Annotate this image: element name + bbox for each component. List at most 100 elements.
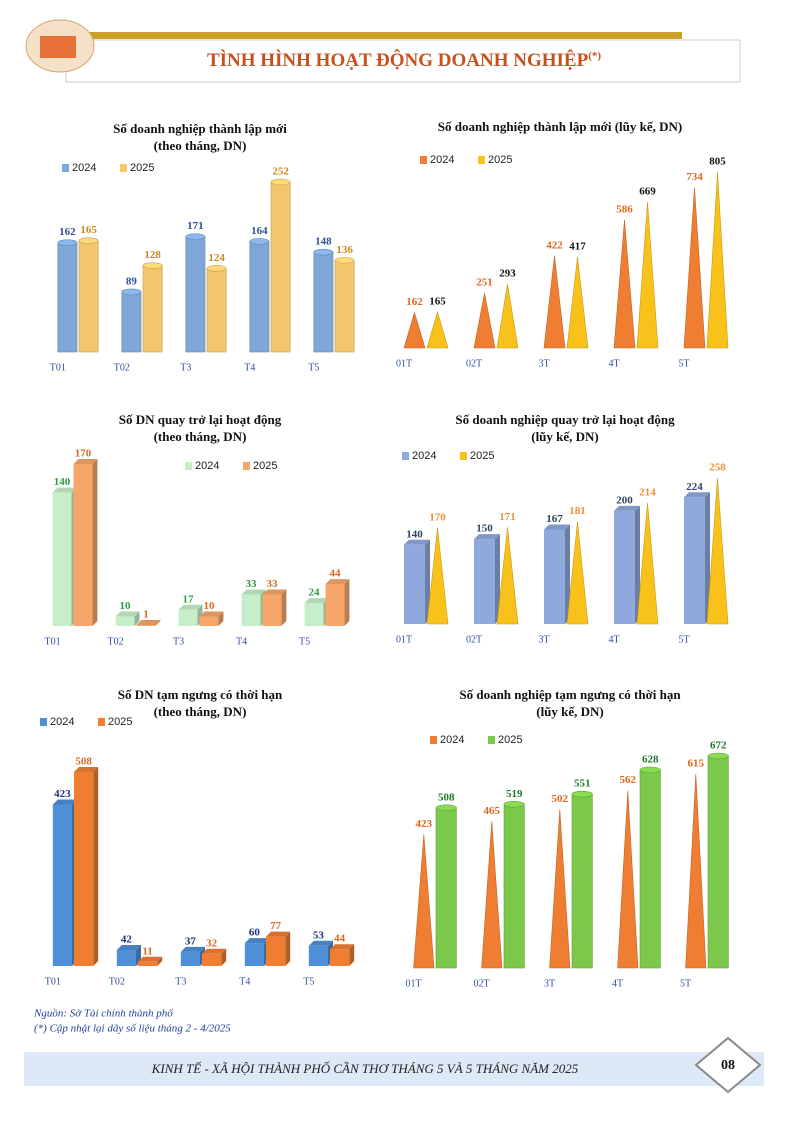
x-tick-label: T02 bbox=[114, 362, 130, 373]
x-tick-label: 02T bbox=[466, 634, 482, 645]
legend-swatch bbox=[40, 718, 47, 726]
cone bbox=[549, 809, 571, 969]
cone bbox=[706, 171, 729, 349]
value-label: 140 bbox=[406, 528, 423, 540]
value-label: 53 bbox=[313, 929, 325, 941]
x-tick-label: 02T bbox=[466, 358, 482, 369]
value-label: 60 bbox=[249, 927, 261, 939]
bar bbox=[474, 539, 495, 624]
cone bbox=[403, 311, 426, 349]
value-label: 32 bbox=[206, 937, 218, 949]
bar-top bbox=[180, 946, 205, 952]
x-tick-label: T5 bbox=[308, 362, 319, 373]
value-label: 167 bbox=[546, 513, 563, 525]
value-label: 171 bbox=[187, 220, 204, 232]
legend-swatch bbox=[120, 164, 127, 172]
legend-label: 2025 bbox=[130, 162, 154, 174]
bar-cap bbox=[121, 288, 142, 296]
x-tick-label: 01T bbox=[406, 978, 422, 989]
bar-top bbox=[308, 940, 333, 946]
bar-top bbox=[202, 948, 227, 954]
value-label: 423 bbox=[416, 818, 433, 830]
legend-label: 2024 bbox=[430, 154, 454, 166]
cone bbox=[426, 527, 449, 625]
bar bbox=[115, 616, 135, 626]
bar bbox=[244, 943, 264, 966]
value-label: 17 bbox=[183, 593, 195, 605]
value-label: 136 bbox=[336, 244, 353, 256]
bar bbox=[185, 236, 206, 353]
bar-side bbox=[635, 505, 640, 624]
legend-label: 2024 bbox=[195, 460, 219, 472]
legend-swatch bbox=[62, 164, 69, 172]
legend-label: 2025 bbox=[498, 734, 522, 746]
bar bbox=[435, 807, 457, 969]
bar-top bbox=[199, 611, 224, 617]
legend-swatch bbox=[243, 462, 250, 470]
value-label: 44 bbox=[329, 568, 341, 580]
x-tick-label: 01T bbox=[396, 634, 412, 645]
value-label: 181 bbox=[569, 505, 586, 517]
chart-title: Số doanh nghiệp thành lập mới bbox=[113, 121, 287, 136]
legend-label: 2025 bbox=[108, 716, 132, 728]
bar bbox=[138, 961, 158, 966]
value-label: 224 bbox=[686, 481, 703, 493]
value-label: 77 bbox=[270, 920, 282, 932]
bar-side bbox=[218, 611, 224, 626]
chart-title: Số DN tạm ngưng có thời hạn bbox=[118, 687, 283, 702]
bar bbox=[308, 945, 328, 966]
bar bbox=[78, 240, 99, 353]
x-tick-label: T3 bbox=[180, 362, 191, 373]
bar bbox=[249, 241, 270, 353]
x-tick-label: T02 bbox=[108, 636, 124, 647]
legend-label: 2024 bbox=[440, 734, 464, 746]
value-label: 672 bbox=[710, 740, 727, 752]
bar-top bbox=[74, 767, 99, 772]
x-tick-label: T02 bbox=[109, 976, 125, 987]
bar-cap bbox=[270, 178, 291, 186]
bar bbox=[313, 251, 334, 353]
value-label: 10 bbox=[120, 600, 132, 612]
bar-cap bbox=[313, 248, 334, 256]
x-tick-label: 3T bbox=[538, 634, 549, 645]
x-tick-label: T3 bbox=[173, 636, 184, 647]
bar-top bbox=[136, 620, 161, 626]
chart-subtitle: (lũy kế, DN) bbox=[536, 704, 604, 719]
bar-top bbox=[474, 534, 500, 540]
bar-cap bbox=[206, 265, 227, 272]
bar bbox=[334, 259, 355, 353]
value-label: 628 bbox=[642, 753, 659, 765]
bar-top bbox=[52, 799, 77, 805]
bar bbox=[116, 949, 136, 966]
x-tick-label: 01T bbox=[396, 358, 412, 369]
chart-subtitle: (theo tháng, DN) bbox=[154, 429, 247, 444]
legend-swatch bbox=[478, 156, 485, 164]
legend-swatch bbox=[402, 452, 409, 460]
value-label: 258 bbox=[709, 462, 726, 474]
value-label: 44 bbox=[334, 933, 346, 945]
bar-cap bbox=[249, 238, 270, 245]
x-tick-label: T4 bbox=[244, 362, 255, 373]
bar bbox=[404, 544, 425, 624]
bar bbox=[142, 265, 163, 353]
legend-swatch bbox=[98, 718, 105, 726]
x-tick-label: 5T bbox=[680, 978, 691, 989]
value-label: 417 bbox=[569, 240, 586, 252]
bar-top bbox=[178, 604, 203, 610]
value-label: 200 bbox=[616, 494, 633, 506]
bar bbox=[544, 529, 565, 624]
source-note: Nguồn: Sở Tài chính thành phố bbox=[33, 1008, 174, 1020]
value-label: 140 bbox=[54, 476, 71, 488]
bar-cap bbox=[707, 752, 729, 760]
value-label: 422 bbox=[546, 239, 563, 251]
value-label: 465 bbox=[484, 805, 501, 817]
cone bbox=[613, 219, 636, 349]
bar-cap bbox=[503, 800, 525, 808]
value-label: 11 bbox=[142, 945, 152, 957]
chart-title: Số doanh nghiệp thành lập mới (lũy kế, D… bbox=[438, 119, 683, 134]
bar bbox=[503, 803, 525, 969]
bar-cap bbox=[639, 766, 661, 774]
cone bbox=[413, 834, 435, 969]
value-label: 252 bbox=[272, 166, 289, 178]
